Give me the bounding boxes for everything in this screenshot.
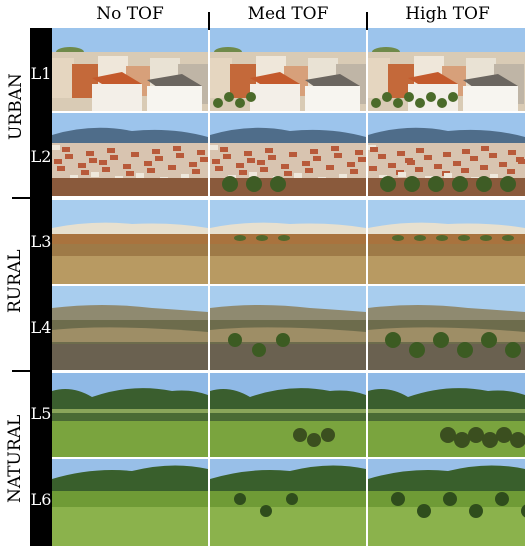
level-label-l4: L4 [30, 318, 52, 337]
category-rural-label: RURAL [5, 249, 25, 314]
landscape-photo [368, 28, 525, 111]
category-divider [12, 197, 30, 199]
level-label-l6: L6 [30, 490, 52, 509]
landscape-photo [368, 286, 525, 370]
landscape-photo [368, 373, 525, 457]
column-header-no-tof: No TOF [96, 4, 164, 24]
category-urban-label: URBAN [6, 73, 26, 140]
column-separator [366, 12, 368, 30]
level-label-l5: L5 [30, 404, 52, 423]
landscape-photo [368, 113, 525, 196]
landscape-photo [210, 286, 366, 370]
landscape-photo [210, 373, 366, 457]
landscape-photo [210, 113, 366, 196]
category-natural-label: NATURAL [5, 414, 25, 503]
landscape-photo [52, 459, 208, 546]
column-header-med-tof: Med TOF [247, 4, 329, 24]
landscape-photo [210, 200, 366, 284]
column-header-high-tof: High TOF [405, 4, 490, 24]
landscape-photo [52, 113, 208, 196]
landscape-photo [52, 200, 208, 284]
level-label-l1: L1 [30, 64, 52, 83]
landscape-photo [52, 28, 208, 111]
level-sidebar [30, 28, 52, 546]
level-label-l2: L2 [30, 147, 52, 166]
column-separator [208, 12, 210, 30]
landscape-photo [210, 28, 366, 111]
landscape-photo [52, 286, 208, 370]
level-label-l3: L3 [30, 232, 52, 251]
landscape-photo [368, 200, 525, 284]
landscape-photo [210, 459, 366, 546]
landscape-photo [368, 459, 525, 546]
landscape-photo [52, 373, 208, 457]
category-divider [12, 370, 30, 372]
